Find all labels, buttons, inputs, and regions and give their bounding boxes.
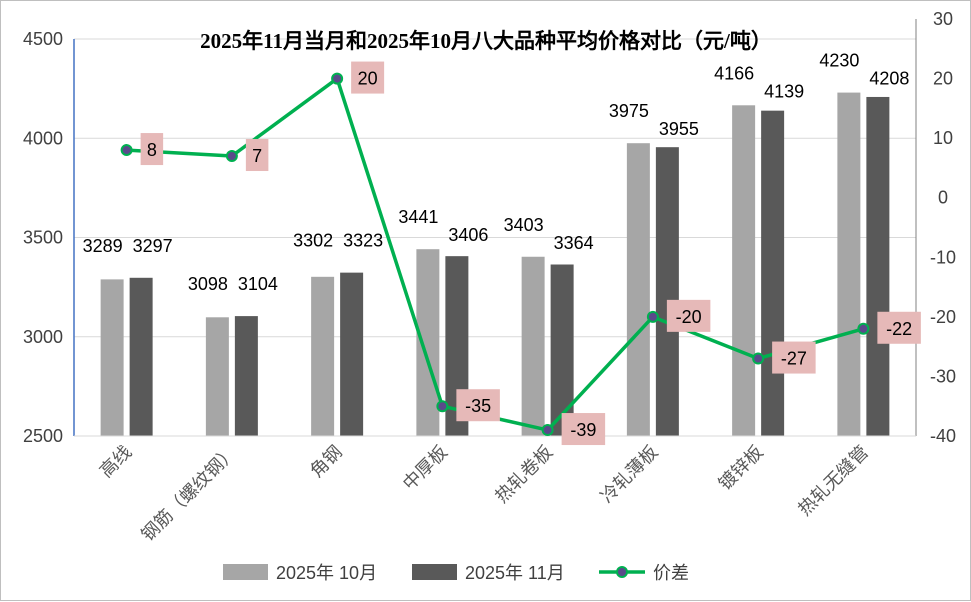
diff-point: [541, 424, 554, 437]
right-tick-label: -10: [930, 247, 956, 267]
diff-label-box: [561, 413, 606, 446]
bar-nov-value-label: 3104: [238, 274, 278, 294]
right-axis-ticks: -40 -30 -20 -10 0 10 20 30: [930, 9, 956, 446]
bar-nov-value-label: 3955: [659, 119, 699, 139]
legend-swatch-oct: [223, 564, 268, 580]
diff-label-box: [351, 61, 385, 94]
diff-point: [752, 352, 765, 365]
bar-value-labels: 3289 3297 3098 3104 3302 3323 3441 3406 3403 3364…: [83, 51, 910, 295]
chart-title: 2025年11月当月和2025年10月八大品种平均价格对比（元/吨）: [200, 29, 772, 53]
bar-oct-value-label: 4166: [714, 63, 754, 83]
left-tick-label: 3000: [23, 327, 63, 347]
bar-oct-value-label: 3302: [293, 231, 333, 251]
category-labels: 高线 钢筋（螺纹钢） 角钢 中厚板 热轧卷板 冷轧薄板 镀锌板 热轧无缝管: [96, 442, 873, 546]
diff-value-label: -39: [570, 420, 596, 440]
category-label: 热轧无缝管: [794, 442, 872, 520]
left-tick-label: 4000: [23, 128, 63, 148]
category-label: 镀锌板: [715, 442, 768, 495]
diff-value-label: 20: [358, 69, 378, 89]
category-label: 冷轧薄板: [597, 442, 663, 508]
bar-nov-value-label: 4139: [764, 81, 804, 101]
legend-swatch-diff-marker: [616, 566, 628, 578]
bar-oct-value-label: 3098: [188, 274, 228, 294]
bar-oct-value-label: 3975: [609, 101, 649, 121]
right-tick-label: 10: [933, 128, 953, 148]
left-tick-label: 4500: [23, 29, 63, 49]
bar-nov: [655, 147, 679, 436]
bar-oct: [837, 92, 861, 436]
right-tick-label: 30: [933, 9, 953, 29]
diff-label-box: [456, 389, 500, 422]
category-label: 角钢: [306, 442, 346, 482]
bar-oct: [732, 105, 756, 436]
diff-line: [120, 72, 870, 437]
bar-oct-value-label: 3441: [398, 207, 438, 227]
bar-nov: [761, 110, 785, 436]
bar-oct: [626, 143, 650, 436]
diff-label-box: [245, 139, 269, 172]
legend: 2025年 10月 2025年 11月 价差: [223, 563, 689, 583]
diff-value-label: -20: [676, 307, 702, 327]
bars: [100, 92, 890, 436]
category-label: 钢筋（螺纹钢）: [137, 442, 241, 546]
left-tick-label: 2500: [23, 426, 63, 446]
diff-value-label: -27: [781, 349, 807, 369]
axes: [73, 19, 917, 437]
bar-oct-value-label: 3289: [83, 236, 123, 256]
diff-value-label: 8: [147, 140, 157, 160]
bar-nov-value-label: 3406: [448, 225, 488, 245]
bar-nov-value-label: 3364: [554, 233, 594, 253]
category-label: 中厚板: [399, 442, 452, 495]
diff-point: [436, 400, 449, 413]
diff-point: [331, 72, 344, 85]
bar-nov: [550, 264, 574, 436]
diff-value-label: -22: [886, 319, 912, 339]
diff-label-box: [140, 133, 164, 166]
diff-value-label: 7: [252, 146, 262, 166]
bar-nov-value-label: 3323: [343, 231, 383, 251]
category-label: 高线: [96, 442, 136, 482]
diff-label-box: [772, 341, 816, 374]
bar-nov-value-label: 4208: [869, 69, 909, 89]
diff-point: [857, 322, 870, 335]
category-label: 热轧卷板: [491, 442, 557, 508]
bar-nov-value-label: 3297: [133, 236, 173, 256]
diff-point: [120, 144, 133, 157]
bar-nov: [234, 316, 258, 436]
bar-oct: [416, 249, 440, 436]
right-tick-label: 20: [933, 69, 953, 89]
diff-point: [646, 310, 659, 323]
left-axis-ticks: 2500 3000 3500 4000 4500: [23, 29, 63, 446]
left-tick-label: 3500: [23, 228, 63, 248]
right-tick-label: -40: [930, 426, 956, 446]
bar-oct-value-label: 3403: [504, 215, 544, 235]
legend-label-diff: 价差: [653, 563, 689, 583]
bar-nov: [340, 272, 364, 436]
legend-label-nov: 2025年 11月: [465, 563, 565, 583]
right-tick-label: -30: [930, 366, 956, 386]
bar-oct-value-label: 4230: [819, 51, 859, 71]
diff-point: [225, 150, 238, 163]
bar-oct: [311, 276, 335, 436]
right-tick-label: 0: [938, 188, 948, 208]
diff-value-label: -35: [465, 396, 491, 416]
bar-nov: [866, 96, 890, 436]
legend-swatch-nov: [412, 564, 457, 580]
bar-oct: [521, 256, 545, 436]
legend-label-oct: 2025年 10月: [276, 563, 377, 583]
right-tick-label: -20: [930, 307, 956, 327]
bar-nov: [129, 277, 153, 436]
diff-value-labels: 8 7 20 -35 -39 -20 -27 -22: [140, 61, 921, 446]
diff-label-box: [877, 311, 921, 344]
diff-label-box: [666, 299, 711, 332]
bar-oct: [205, 317, 229, 436]
bar-oct: [100, 279, 124, 436]
